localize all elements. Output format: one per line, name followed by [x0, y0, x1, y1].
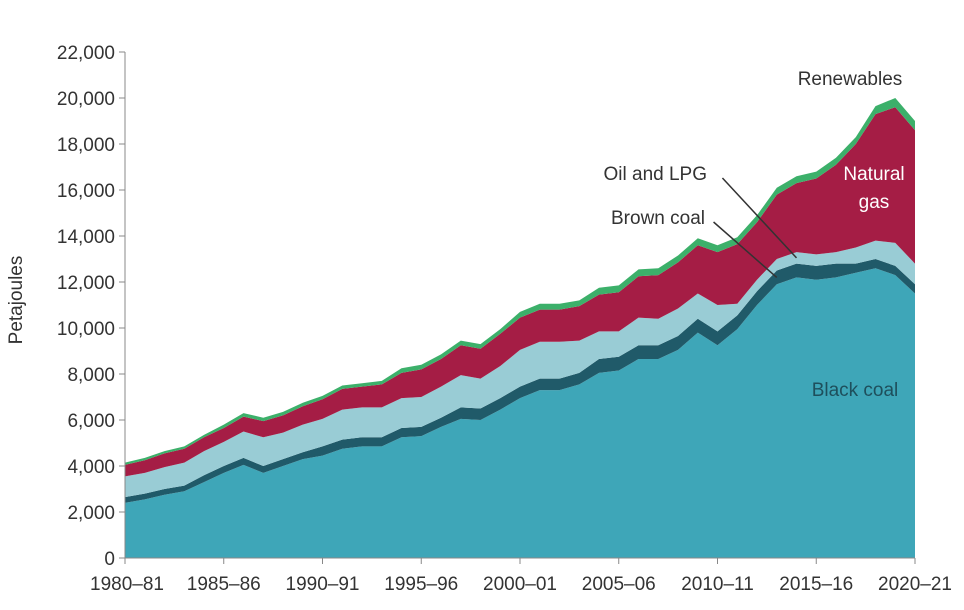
x-tick-label: 2015–16: [779, 574, 853, 595]
area-natural-gas: [125, 107, 915, 477]
label-black-coal: Black coal: [812, 380, 899, 401]
y-tick-label: 22,000: [57, 43, 115, 64]
y-tick-label: 14,000: [57, 227, 115, 248]
x-tick-label: 1990–91: [286, 574, 360, 595]
area-oil-and-lpg: [125, 240, 915, 498]
y-tick-label: 20,000: [57, 89, 115, 110]
label-brown-coal: Brown coal: [611, 208, 705, 229]
annotations-group: Renewables Natural gas Oil and LPG Brown coa…: [604, 69, 905, 401]
x-tick-label: 2000–01: [483, 574, 557, 595]
x-ticks-group: 1980–81 1985–86 1990–91 1995–96 2000–01 2005–…: [90, 558, 952, 595]
label-natural-gas: Natural gas: [843, 164, 904, 213]
y-tick-label: 4,000: [67, 457, 115, 478]
label-oil-and-lpg: Oil and LPG: [604, 164, 708, 185]
y-tick-label: 18,000: [57, 135, 115, 156]
x-tick-label: 2010–11: [681, 574, 754, 595]
area-brown-coal: [125, 259, 915, 503]
y-tick-label: 2,000: [67, 503, 115, 524]
x-tick-label: 2005–06: [582, 574, 656, 595]
area-black-coal: [125, 268, 915, 558]
y-tick-label: 0: [104, 549, 115, 570]
y-ticks-group: 0 2,000 4,000 6,000 8,000 10,000 12,000 14,000 1…: [57, 43, 125, 570]
y-tick-label: 16,000: [57, 181, 115, 202]
y-tick-label: 10,000: [57, 319, 115, 340]
y-tick-label: 12,000: [57, 273, 115, 294]
x-tick-label: 1980–81: [90, 574, 164, 595]
y-tick-label: 6,000: [67, 411, 115, 432]
oil-and-lpg-leader-line: [721, 177, 798, 259]
x-tick-label: 1995–96: [384, 574, 458, 595]
brown-coal-leader-line: [713, 221, 778, 278]
area-series-group: [125, 98, 915, 558]
x-tick-label: 2020–21: [878, 574, 952, 595]
leader-lines-group: [713, 177, 798, 278]
y-tick-label: 8,000: [67, 365, 115, 386]
y-axis-title: Petajoules: [6, 256, 27, 345]
label-renewables: Renewables: [798, 69, 903, 90]
x-tick-label: 1985–86: [187, 574, 261, 595]
